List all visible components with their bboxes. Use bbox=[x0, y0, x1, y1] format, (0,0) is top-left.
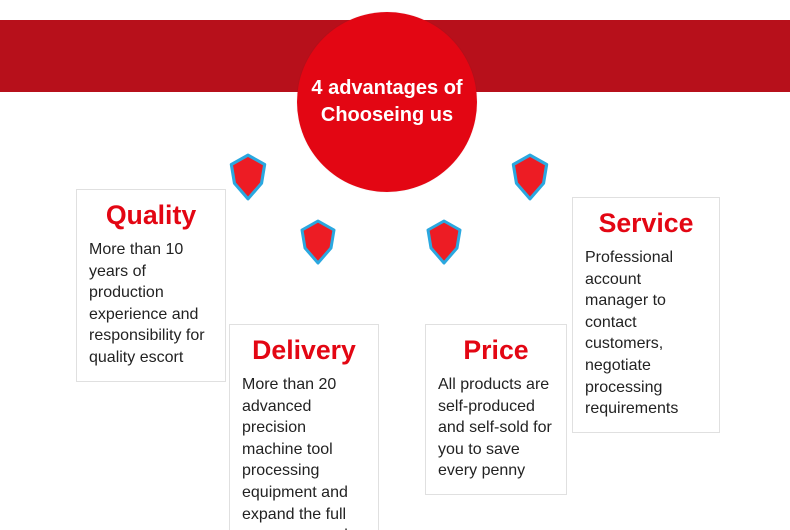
infographic-stage: 4 advantages of Chooseing us Quality Mor… bbox=[0, 0, 790, 530]
info-box-quality: Quality More than 10 years of production… bbox=[76, 189, 226, 382]
info-box-price: Price All products are self-produced and… bbox=[425, 324, 567, 495]
arrow-icon bbox=[424, 218, 464, 266]
info-box-body: All products are self-produced and self-… bbox=[438, 374, 554, 482]
info-box-title: Quality bbox=[89, 200, 213, 231]
info-box-delivery: Delivery More than 20 advanced precision… bbox=[229, 324, 379, 530]
arrow-icon bbox=[508, 152, 552, 202]
info-box-title: Delivery bbox=[242, 335, 366, 366]
info-box-title: Price bbox=[438, 335, 554, 366]
info-box-body: More than 20 advanced precision machine … bbox=[242, 374, 366, 530]
arrow-icon bbox=[226, 152, 270, 202]
info-box-body: Professional account manager to contact … bbox=[585, 247, 707, 420]
info-box-body: More than 10 years of production experie… bbox=[89, 239, 213, 369]
center-circle: 4 advantages of Chooseing us bbox=[297, 12, 477, 192]
arrow-icon bbox=[298, 218, 338, 266]
center-circle-text: 4 advantages of Chooseing us bbox=[297, 75, 476, 129]
info-box-title: Service bbox=[585, 208, 707, 239]
info-box-service: Service Professional account manager to … bbox=[572, 197, 720, 433]
